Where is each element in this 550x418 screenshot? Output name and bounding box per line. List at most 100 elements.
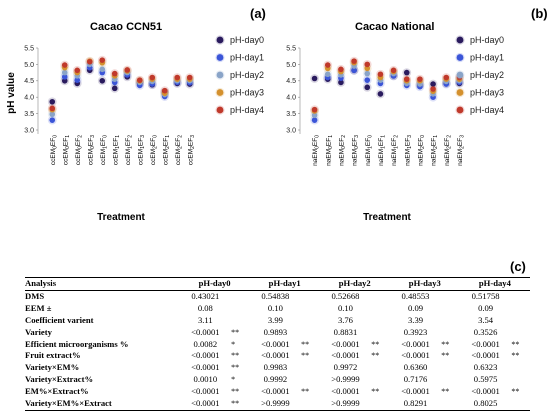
table-cell-value: <0.0001 [471,350,500,361]
table-cell-value: <0.0001 [401,386,430,397]
significance-mark [511,327,530,339]
category-label-part: EF [417,138,424,146]
legend-label: pH-day4 [230,105,264,115]
category-label: naEM1EF2 [391,135,400,166]
legend-label: pH-day4 [470,105,504,115]
category-label: ccEM1EF3 [137,135,146,165]
x-axis-label: Treatment [363,212,411,223]
col-header-analysis: Analysis [25,278,57,288]
table-row: DMS 0.43021 0.54838 0.52668 0.48553 0.51758 [25,290,530,302]
category-label: ccEM1EF0 [100,135,109,165]
table-cell-value: <0.0001 [261,338,290,349]
col-header-ph-day1: pH-day1 [268,278,301,288]
row-label: Coefficient varient [25,314,94,325]
category-label: naEM1EF0 [365,135,374,166]
data-point-pH-day4 [186,74,193,81]
significance-mark [301,315,320,327]
category-label-part: naEM [431,149,438,166]
figure-canvas: Cacao CCN51 (a) 3.0 3.5 4.0 4.5 5.0 5.5 pH value… [6,6,548,223]
category-label-part: EF [431,138,438,146]
table-cell-value: 3.76 [337,314,353,325]
category-label-part: EF [50,138,57,146]
data-point-pH-day0 [338,79,344,86]
table-cell-value: 0.8291 [403,398,428,409]
row-label: Variety×EM% [25,362,80,373]
data-point-pH-day2 [49,111,56,118]
significance-mark: ** [441,351,450,361]
legend-label: pH-day1 [230,53,264,63]
category-label-part: EF [75,138,82,146]
data-point-pH-day3 [364,65,371,72]
category-label-part: naEM [417,149,424,166]
data-point-pH-day4 [324,62,331,68]
data-point-pH-day4 [377,71,384,78]
category-label: naEM2EF2 [444,135,453,166]
category-label-part: 1 [433,135,439,138]
chart-title: Cacao National [355,21,434,33]
table-cell-value: <0.0001 [471,386,500,397]
category-label-part: ccEM [87,149,94,165]
category-label: naEM1EF1 [378,135,387,166]
panel-letter-c: (c) [510,259,526,274]
significance-mark [301,398,320,410]
category-label-part: 2 [177,146,183,149]
legend-label: pH-day0 [230,35,264,45]
category-label: naEM0EF0 [312,135,321,166]
category-label: ccEM2EF1 [162,135,171,165]
significance-mark: ** [511,351,520,361]
row-label: EM%×Extract% [25,386,89,397]
significance-mark [441,303,460,315]
category-label-part: 0 [367,135,373,138]
table-cell-value: 0.08 [197,302,213,313]
category-label-part: 0 [315,146,321,149]
table-cell-value: 0.9992 [263,374,288,385]
category-label-part: 3 [90,135,96,138]
category-label-part: 2 [341,135,347,138]
category-label-part: EF [125,138,132,146]
table-cell-value: 0.52668 [331,290,360,301]
category-label-part: ccEM [75,149,82,165]
significance-mark [441,374,460,386]
data-point-pH-day1 [311,117,318,123]
category-label-part: 2 [165,146,171,149]
data-point-pH-day4 [111,70,118,77]
data-point-pH-day0 [377,91,384,97]
significance-mark [371,327,390,339]
significance-mark: ** [231,363,240,373]
table-cell-value: 0.5975 [473,374,498,385]
table-cell-value: >0.9999 [331,398,360,409]
y-tick-label: 3.5 [286,111,296,118]
category-label: naEM2EF3 [457,135,466,166]
table-cell-value: >0.9999 [331,374,360,385]
category-label-part: 0 [102,135,108,138]
category-label-part: ccEM [112,149,119,165]
significance-mark: ** [371,351,380,361]
category-label-part: naEM [312,149,319,166]
category-label-part: naEM [391,149,398,166]
category-label-part: 3 [190,135,196,138]
category-label-part: 1 [407,146,413,149]
significance-mark [371,374,390,386]
significance-mark: ** [301,351,310,361]
chart-panel-1: Cacao National(b)3.03.54.04.55.05.5naEM0… [286,6,547,223]
legend-label: pH-day2 [230,70,264,80]
legend-marker [456,89,464,96]
data-point-pH-day4 [430,86,436,92]
row-label: Fruit extract% [25,350,81,361]
table-cell-value: <0.0001 [261,350,290,361]
category-label: ccEM0EF3 [87,135,96,165]
significance-mark [511,398,530,410]
category-label-part: 2 [394,135,400,138]
significance-mark [371,315,390,327]
table-cell-value: 0.7176 [403,374,428,385]
category-label-part: 2 [420,146,426,149]
significance-mark [301,303,320,315]
table-row: Variety <0.0001 ** 0.9893 0.8831 0.3923 0.3526 [25,327,530,339]
category-label-part: EF [62,138,69,146]
significance-mark [511,362,530,374]
table-cell-value: 0.54838 [261,290,290,301]
significance-mark [371,290,390,302]
category-label-part: 0 [328,146,334,149]
table-header-row: Analysis pH-day0 pH-day1 pH-day2 pH-day3… [25,277,530,291]
table-cell-value: 0.0082 [193,338,218,349]
